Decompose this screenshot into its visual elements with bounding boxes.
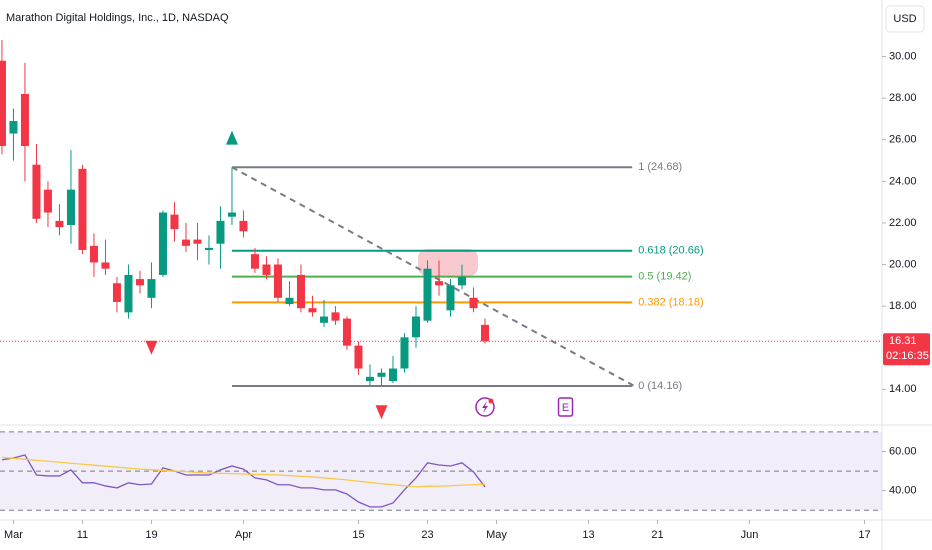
candle-body xyxy=(342,318,351,346)
candle-body xyxy=(9,121,18,134)
x-tick-label: 11 xyxy=(77,529,88,541)
candle-body xyxy=(285,297,294,305)
signal-arrow xyxy=(145,340,158,355)
candle-body xyxy=(423,268,432,321)
y-tick-label: 22.00 xyxy=(889,217,917,229)
fib-label: 0.382 (18.18) xyxy=(638,296,703,308)
x-tick-label: May xyxy=(486,529,507,541)
candle-body xyxy=(89,245,98,263)
last-price-box xyxy=(883,333,930,366)
candle-body xyxy=(170,214,179,230)
candle-body xyxy=(20,94,29,146)
y-tick-label: 30.00 xyxy=(889,50,917,62)
highlight-zone xyxy=(418,249,478,276)
candle-body xyxy=(78,168,87,250)
candle-body xyxy=(135,279,144,286)
candle-body xyxy=(158,212,167,275)
candle-body xyxy=(354,345,363,369)
x-tick-label: Apr xyxy=(235,529,252,541)
earnings-icon xyxy=(557,397,574,417)
candle-body xyxy=(308,308,317,313)
candle-body xyxy=(112,283,121,302)
candle-body xyxy=(319,316,328,323)
candle-body xyxy=(43,189,52,213)
candle-body xyxy=(262,264,271,275)
x-tick-label: 15 xyxy=(352,529,364,541)
x-tick-label: 21 xyxy=(651,529,663,541)
candle-body xyxy=(480,324,489,342)
currency-label: USD xyxy=(893,13,916,25)
rsi-line xyxy=(1,456,486,488)
candle-body xyxy=(411,316,420,338)
y-tick-label: 26.00 xyxy=(889,134,917,146)
signal-arrow xyxy=(375,405,388,420)
x-tick-label: 17 xyxy=(858,529,870,541)
candle-body xyxy=(457,277,466,286)
candle-body xyxy=(124,274,133,313)
candle-body xyxy=(227,212,236,217)
candle-body xyxy=(216,220,225,244)
candle-body xyxy=(239,220,248,232)
candle-body xyxy=(400,337,409,369)
candle-body xyxy=(469,297,478,309)
currency-box[interactable] xyxy=(885,5,925,33)
y-tick-label: 24.00 xyxy=(889,175,917,187)
earnings-label: E xyxy=(562,402,569,414)
candle-body xyxy=(193,239,202,244)
candle-body xyxy=(181,239,190,246)
signal-arrow xyxy=(225,130,238,145)
y-tick-label: 20.00 xyxy=(889,258,917,270)
candle-body xyxy=(273,264,282,298)
fib-label: 0 (14.16) xyxy=(638,380,682,392)
candle-body xyxy=(66,189,75,226)
candle-body xyxy=(377,372,386,377)
candle-body xyxy=(101,262,110,269)
candle-body xyxy=(296,274,305,309)
candle-body xyxy=(55,220,64,228)
candle-body xyxy=(204,247,213,250)
last-price-label: 16.31 xyxy=(889,335,917,347)
rsi-tick-label: 40.00 xyxy=(889,485,917,497)
fib-label: 1 (24.68) xyxy=(638,161,682,173)
candle-body xyxy=(434,281,443,286)
candle-body xyxy=(331,312,340,321)
candle-body xyxy=(250,254,259,269)
candle-body xyxy=(32,164,41,219)
y-tick-label: 28.00 xyxy=(889,92,917,104)
fib-label: 0.5 (19.42) xyxy=(638,271,691,283)
rsi-line xyxy=(1,454,486,508)
y-tick-label: 18.00 xyxy=(889,300,917,312)
fib-label: 0.618 (20.66) xyxy=(638,245,703,257)
candle-body xyxy=(0,60,6,146)
candle-body xyxy=(365,376,374,381)
x-tick-label: Jun xyxy=(741,529,759,541)
candle-body xyxy=(446,285,455,311)
rsi-tick-label: 60.00 xyxy=(889,445,917,457)
x-tick-label: 23 xyxy=(421,529,433,541)
x-tick-label: Mar xyxy=(4,529,23,541)
candle-body xyxy=(147,279,156,298)
x-tick-label: 19 xyxy=(145,529,157,541)
event-icon-dot xyxy=(488,398,494,404)
event-icon-bolt xyxy=(481,401,488,413)
y-tick-label: 14.00 xyxy=(889,383,917,395)
countdown-label: 02:16:35 xyxy=(886,350,929,362)
candle-body xyxy=(388,368,397,381)
chart-title: Marathon Digital Holdings, Inc., 1D, NAS… xyxy=(6,12,229,24)
x-tick-label: 13 xyxy=(582,529,594,541)
